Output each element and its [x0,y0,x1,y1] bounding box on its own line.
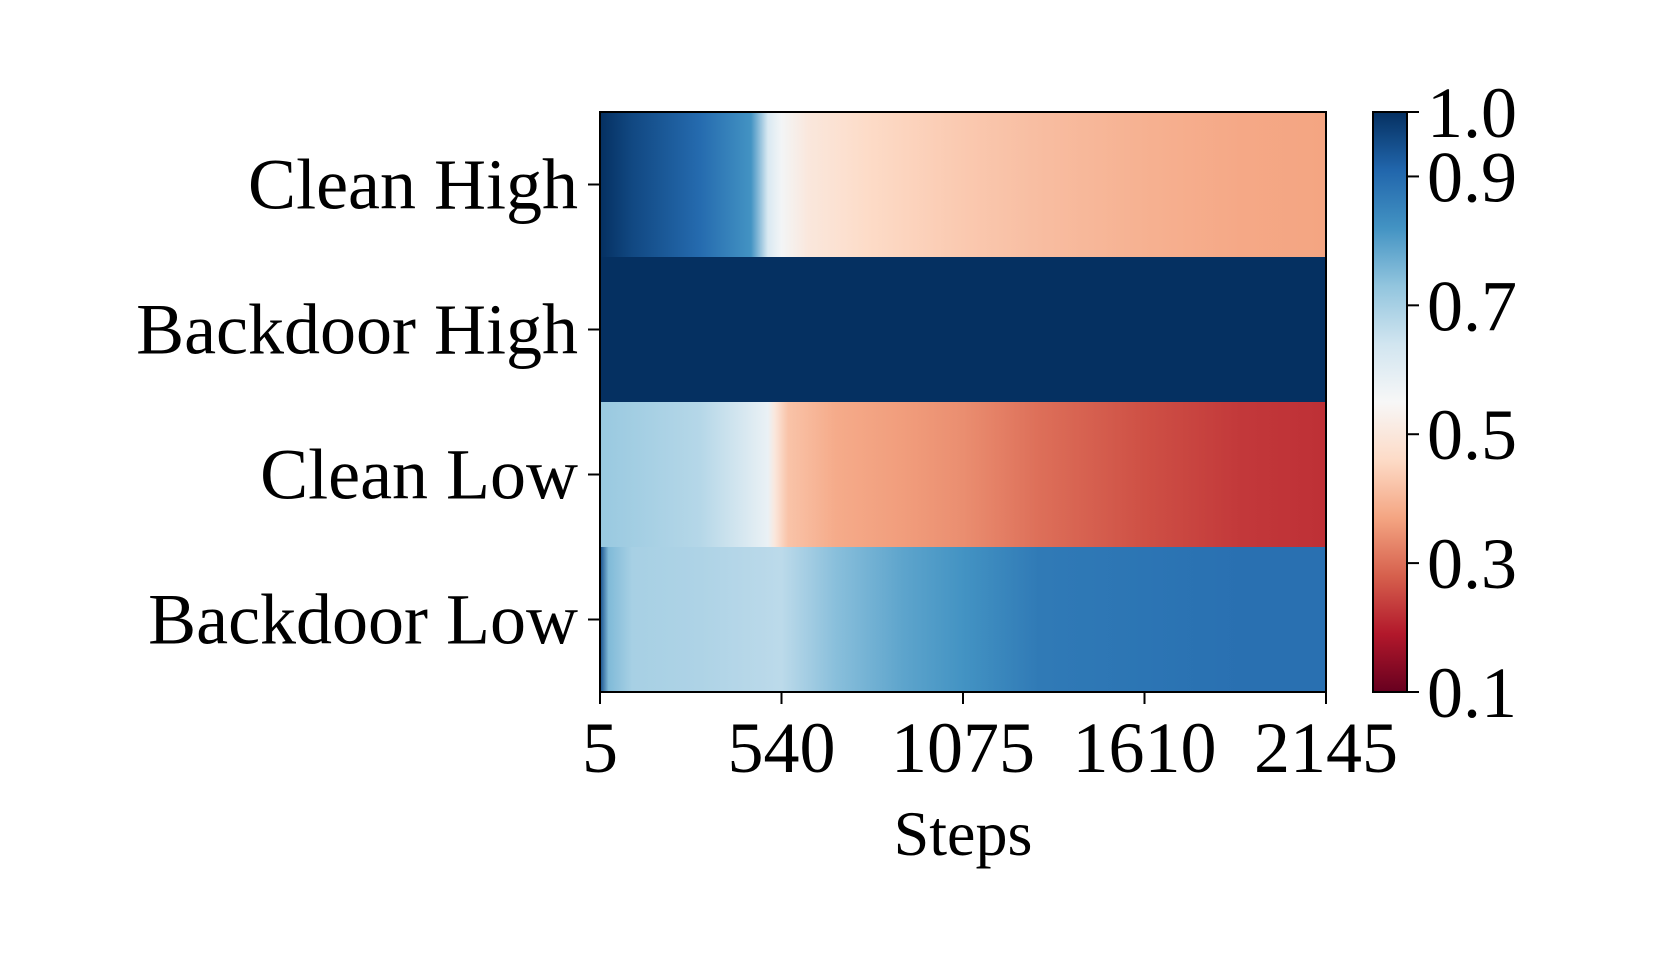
colorbar-tick-label: 0.5 [1427,395,1517,475]
heatmap-rows [600,112,1326,693]
y-tick-label: Clean High [248,145,578,225]
colorbar-tick-label: 0.9 [1427,137,1517,217]
colorbar-gradient [1372,111,1408,693]
x-tick-label: 1610 [1073,708,1217,788]
colorbar-tick-label: 0.7 [1427,266,1517,346]
colorbar: 0.1 0.3 0.5 0.7 0.91.0 [1372,73,1517,733]
y-tick-label: Backdoor High [136,290,578,370]
colorbar-tick-label: 0.3 [1427,524,1517,604]
x-tick-label: 1075 [891,708,1035,788]
heatmap-row-backdoor-low [600,547,1326,693]
y-axis: Clean High Backdoor High Clean Low Backdoor… [136,145,600,660]
x-tick-label: 2145 [1254,708,1398,788]
x-tick-label: 5 [582,708,618,788]
x-axis-label: Steps [894,798,1033,869]
x-axis: 5 540 1075 1610 2145 [582,692,1398,788]
colorbar-tick-label: 1.0 [1427,73,1517,153]
heatmap-row-clean-low [600,402,1326,548]
heatmap-row-clean-high [600,112,1326,258]
y-tick-label: Backdoor Low [148,580,578,660]
heatmap-row-backdoor-high [600,257,1326,403]
y-tick-label: Clean Low [260,435,578,515]
colorbar-tick-label: 0.1 [1427,653,1517,733]
x-tick-label: 540 [728,708,836,788]
